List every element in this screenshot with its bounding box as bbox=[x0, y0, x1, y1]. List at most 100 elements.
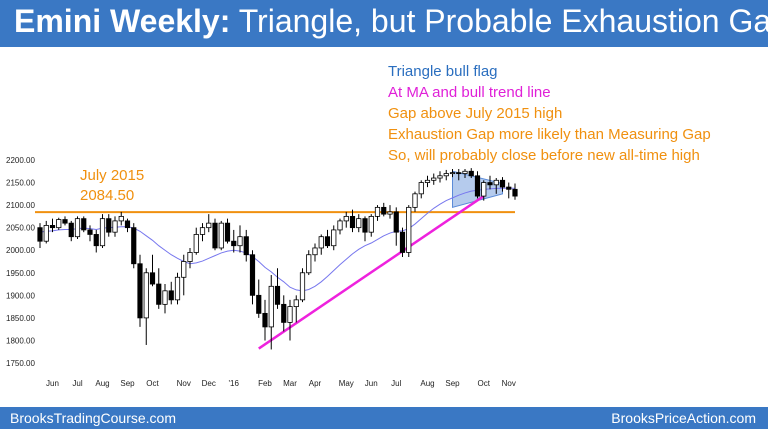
candle-body bbox=[343, 215, 349, 222]
candle-body bbox=[393, 211, 399, 233]
footer-right-link[interactable]: BrooksPriceAction.com bbox=[611, 410, 756, 426]
footer: BrooksTradingCourse.com BrooksPriceActio… bbox=[0, 407, 768, 429]
candle-body bbox=[181, 261, 187, 278]
candle-body bbox=[381, 206, 387, 215]
candle-body bbox=[199, 227, 206, 235]
candle-body bbox=[512, 188, 518, 197]
x-tick-label: '16 bbox=[229, 379, 240, 388]
y-tick-label: 2150.00 bbox=[6, 179, 35, 188]
x-tick-label: Aug bbox=[95, 379, 109, 388]
candle-body bbox=[281, 303, 287, 323]
y-tick-label: 1900.00 bbox=[6, 291, 35, 300]
y-tick-label: 2050.00 bbox=[6, 224, 35, 233]
candle-body bbox=[368, 215, 374, 233]
candle-body bbox=[174, 276, 181, 301]
page-title: Emini Weekly: Triangle, but Probable Exh… bbox=[14, 3, 768, 40]
x-tick-label: Oct bbox=[146, 379, 159, 388]
candle-body bbox=[449, 172, 456, 175]
x-tick-label: Mar bbox=[283, 379, 297, 388]
x-axis: Jun Jul Aug Sep Oct Nov Dec '16 Feb Mar Apr May Jun J… bbox=[46, 379, 516, 388]
annotation-line: So, will probably close before new all-t… bbox=[388, 147, 700, 164]
candle-body bbox=[462, 170, 468, 174]
title-rest: Triangle, but Probable Exhaustion Gap bbox=[230, 3, 768, 39]
x-tick-label: Aug bbox=[420, 379, 434, 388]
title-bar: Emini Weekly: Triangle, but Probable Exh… bbox=[0, 0, 768, 47]
candle-body bbox=[506, 186, 512, 190]
candle-body bbox=[331, 229, 337, 247]
candle-body bbox=[362, 218, 368, 233]
candle-body bbox=[356, 218, 362, 229]
candle-body bbox=[131, 227, 137, 265]
x-tick-label: Jun bbox=[46, 379, 59, 388]
candle-body bbox=[168, 290, 174, 301]
bull-trend-line bbox=[258, 195, 485, 350]
annotation-line: At MA and bull trend line bbox=[388, 84, 551, 101]
x-tick-label: May bbox=[339, 379, 354, 388]
candle-body bbox=[481, 182, 487, 197]
candle-body bbox=[112, 220, 118, 233]
x-tick-label: Sep bbox=[445, 379, 460, 388]
candle-body bbox=[187, 252, 193, 262]
candle-body bbox=[268, 285, 274, 328]
x-tick-label: Feb bbox=[258, 379, 272, 388]
candle-body bbox=[349, 215, 356, 229]
candle-body bbox=[274, 285, 281, 305]
candle-body bbox=[212, 222, 218, 249]
candle-body bbox=[312, 247, 318, 256]
candle-body bbox=[324, 236, 331, 247]
candle-body bbox=[443, 173, 449, 177]
x-tick-label: Oct bbox=[478, 379, 491, 388]
candle-body bbox=[193, 234, 199, 253]
candle-body bbox=[156, 283, 162, 305]
candle-body bbox=[68, 222, 74, 238]
candle-body bbox=[74, 218, 81, 238]
y-tick-label: 2200.00 bbox=[6, 156, 35, 165]
x-tick-label: Jul bbox=[72, 379, 82, 388]
footer-left-link[interactable]: BrooksTradingCourse.com bbox=[10, 410, 176, 426]
level-value: 2084.50 bbox=[80, 187, 134, 204]
candle-body bbox=[487, 182, 493, 186]
candle-body bbox=[99, 218, 106, 247]
level-label: July 2015 bbox=[80, 167, 144, 184]
candle-body bbox=[399, 231, 406, 253]
y-tick-label: 1800.00 bbox=[6, 336, 35, 345]
candle-body bbox=[49, 225, 56, 229]
candle-body bbox=[224, 222, 231, 242]
candle-body bbox=[237, 236, 243, 247]
trend-line bbox=[258, 195, 485, 350]
x-tick-label: Sep bbox=[120, 379, 135, 388]
annotation-notes: Triangle bull flag At MA and bull trend l… bbox=[388, 63, 711, 164]
candle-body bbox=[87, 229, 93, 235]
x-tick-label: Jul bbox=[391, 379, 401, 388]
x-tick-label: Jun bbox=[365, 379, 378, 388]
candle-body bbox=[493, 179, 499, 186]
y-tick-label: 1750.00 bbox=[6, 359, 35, 368]
candle-body bbox=[118, 215, 124, 222]
candle-body bbox=[262, 312, 268, 328]
y-tick-label: 2100.00 bbox=[6, 201, 35, 210]
candle-body bbox=[287, 306, 293, 323]
candle-body bbox=[456, 172, 462, 175]
candle-body bbox=[218, 222, 224, 249]
candles bbox=[37, 168, 518, 350]
candle-body bbox=[37, 227, 43, 242]
x-tick-label: Nov bbox=[502, 379, 516, 388]
title-bold: Emini Weekly: bbox=[14, 3, 231, 39]
annotation-line: Gap above July 2015 high bbox=[388, 105, 562, 122]
candle-body bbox=[124, 220, 131, 229]
candle-body bbox=[424, 179, 431, 183]
candle-body bbox=[62, 219, 68, 224]
candle-body bbox=[143, 272, 149, 319]
x-tick-label: Dec bbox=[202, 379, 216, 388]
candle-body bbox=[406, 206, 412, 253]
y-tick-label: 1950.00 bbox=[6, 269, 35, 278]
candle-body bbox=[249, 254, 256, 296]
candle-body bbox=[374, 206, 381, 217]
candle-body bbox=[56, 219, 62, 229]
candle-body bbox=[337, 220, 343, 231]
candle-body bbox=[418, 182, 424, 195]
candle-body bbox=[437, 175, 443, 179]
candlestick-chart: 2200.00 2150.00 2100.00 2050.00 2000.00 1950.… bbox=[6, 63, 711, 388]
candle-body bbox=[231, 240, 237, 247]
y-axis: 2200.00 2150.00 2100.00 2050.00 2000.00 1950.… bbox=[6, 156, 35, 368]
